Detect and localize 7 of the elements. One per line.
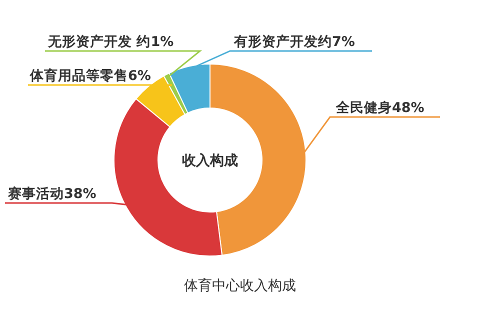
slice-label: 无形资产开发 约1% (47, 33, 174, 50)
text: 收入构成 (182, 153, 238, 169)
slice-label: 赛事活动38% (7, 185, 97, 202)
slice-label: 有形资产开发约7% (233, 33, 356, 50)
slice-label: 全民健身48% (335, 100, 425, 116)
slice-label: 体育用品等零售6% (29, 67, 152, 84)
text: 体育中心收入构成 (184, 277, 296, 294)
